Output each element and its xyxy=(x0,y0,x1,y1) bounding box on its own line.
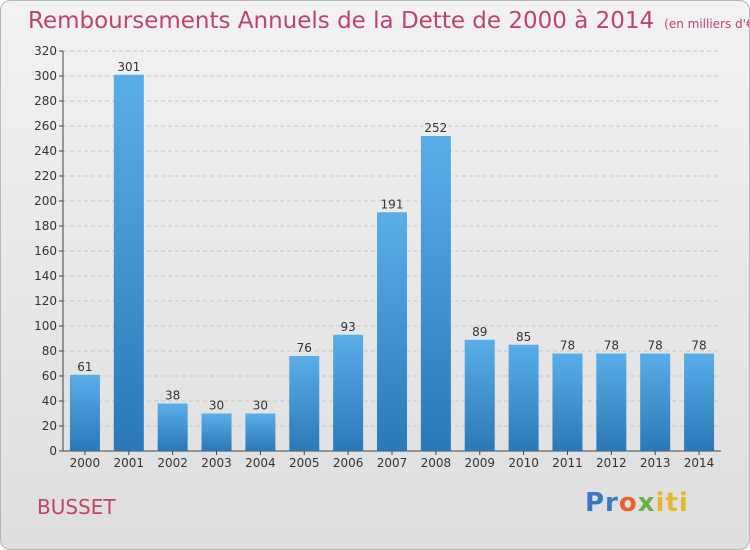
data-label: 78 xyxy=(560,339,575,353)
data-label: 252 xyxy=(424,121,447,135)
y-tick-label: 140 xyxy=(34,269,57,283)
commune-name: BUSSET xyxy=(37,495,116,519)
data-label: 89 xyxy=(472,325,487,339)
title-unit: (en milliers d'€) xyxy=(664,17,750,31)
bar xyxy=(289,356,320,451)
x-tick-label: 2003 xyxy=(201,456,232,470)
y-tick-label: 240 xyxy=(34,144,57,158)
bar xyxy=(508,344,539,451)
chart-title: Remboursements Annuels de la Dette de 20… xyxy=(28,8,750,34)
data-label: 78 xyxy=(691,339,706,353)
y-tick-label: 80 xyxy=(42,344,57,358)
bar xyxy=(420,136,451,451)
y-tick-label: 260 xyxy=(34,119,57,133)
proxiti-logo: Proxiti xyxy=(585,488,689,518)
bar xyxy=(596,353,627,451)
title-text: Remboursements Annuels de la Dette de 20… xyxy=(28,8,655,34)
data-label: 85 xyxy=(516,330,531,344)
bars xyxy=(69,74,715,451)
x-tick-label: 2007 xyxy=(377,456,408,470)
data-label: 61 xyxy=(77,360,92,374)
y-tick-label: 40 xyxy=(42,394,57,408)
bar xyxy=(157,403,188,451)
x-tick-label: 2008 xyxy=(421,456,452,470)
logo-part: Pr xyxy=(585,488,619,518)
y-tick-label: 160 xyxy=(34,244,57,258)
bar xyxy=(201,413,232,451)
bar xyxy=(684,353,715,451)
data-label: 38 xyxy=(165,389,180,403)
y-tick-label: 100 xyxy=(34,319,57,333)
x-tick-label: 2001 xyxy=(114,456,145,470)
data-labels: 61 301 38 30 30 76 93 191 252 89 85 78 78 78 78 xyxy=(77,60,706,413)
logo-part: x xyxy=(637,488,656,518)
data-label: 30 xyxy=(209,399,224,413)
y-tick-label: 0 xyxy=(49,444,57,458)
x-tick-label: 2002 xyxy=(157,456,188,470)
x-tick-label: 2011 xyxy=(552,456,583,470)
data-label: 78 xyxy=(604,339,619,353)
x-tick-label: 2004 xyxy=(245,456,276,470)
bar xyxy=(377,212,407,451)
x-tick-label: 2005 xyxy=(289,456,320,470)
y-tick-label: 320 xyxy=(34,44,57,58)
y-tick-label: 300 xyxy=(34,69,57,83)
logo-part: o xyxy=(618,488,638,518)
bar xyxy=(113,74,144,451)
x-tick-label: 2009 xyxy=(464,456,495,470)
x-tick-label: 2012 xyxy=(596,456,627,470)
x-tick-label: 2013 xyxy=(640,456,671,470)
x-tick-label: 2010 xyxy=(508,456,539,470)
x-tick-label: 2000 xyxy=(70,456,101,470)
x-tick-label: 2006 xyxy=(333,456,364,470)
data-label: 191 xyxy=(381,197,404,211)
bar xyxy=(69,374,100,451)
x-tick-labels: 2000 2001 2002 2003 2004 2005 2006 2007 2008 2009… xyxy=(70,451,715,470)
y-tick-label: 220 xyxy=(34,169,57,183)
y-tick-label: 180 xyxy=(34,219,57,233)
x-tick-label: 2014 xyxy=(684,456,715,470)
y-tick-labels: 0 20 40 60 80 100 120 140 160 180 200 220 240 260 280 3… xyxy=(34,44,57,458)
y-tick-label: 200 xyxy=(34,194,57,208)
bar xyxy=(552,353,583,451)
y-tick-label: 120 xyxy=(34,294,57,308)
logo-part: iti xyxy=(655,488,689,518)
data-label: 78 xyxy=(648,339,663,353)
data-label: 93 xyxy=(340,320,355,334)
y-tick-label: 60 xyxy=(42,369,57,383)
bar xyxy=(464,339,495,451)
data-label: 76 xyxy=(297,341,312,355)
bar xyxy=(333,334,364,451)
y-tick-label: 20 xyxy=(42,419,57,433)
y-tick-label: 280 xyxy=(34,94,57,108)
data-label: 30 xyxy=(253,399,268,413)
bar xyxy=(640,353,671,451)
bar xyxy=(245,413,276,451)
data-label: 301 xyxy=(117,60,140,74)
